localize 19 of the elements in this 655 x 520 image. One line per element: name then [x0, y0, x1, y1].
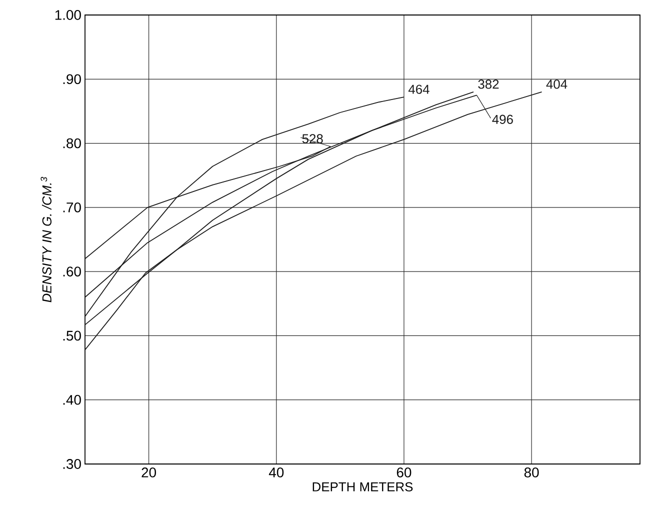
x-tick-label: 40 — [268, 468, 284, 478]
y-tick-label: .60 — [63, 266, 81, 277]
series-label: 404 — [546, 80, 568, 89]
y-tick-label: .30 — [63, 459, 81, 469]
x-tick-label: 20 — [142, 468, 156, 478]
x-axis-title: DEPTH METERS — [312, 482, 413, 492]
y-tick-label: .80 — [63, 138, 81, 148]
y-axis-title: DENSITY IN G. /CM.$^{3}$ — [40, 176, 52, 302]
legend-label: 496 — [492, 114, 513, 124]
x-tick-label: 60 — [396, 468, 412, 478]
y-tick-label: .50 — [63, 330, 81, 341]
series-label: 464 — [408, 84, 430, 94]
y-tick-label: 1.00 — [55, 10, 81, 20]
y-tick-label: .40 — [63, 394, 81, 405]
series-label: 528 — [302, 134, 323, 144]
y-tick-label: .90 — [63, 74, 81, 84]
y-tick-label: .70 — [63, 202, 81, 212]
x-tick-label: 80 — [524, 468, 539, 478]
series-label: 382 — [478, 80, 499, 89]
